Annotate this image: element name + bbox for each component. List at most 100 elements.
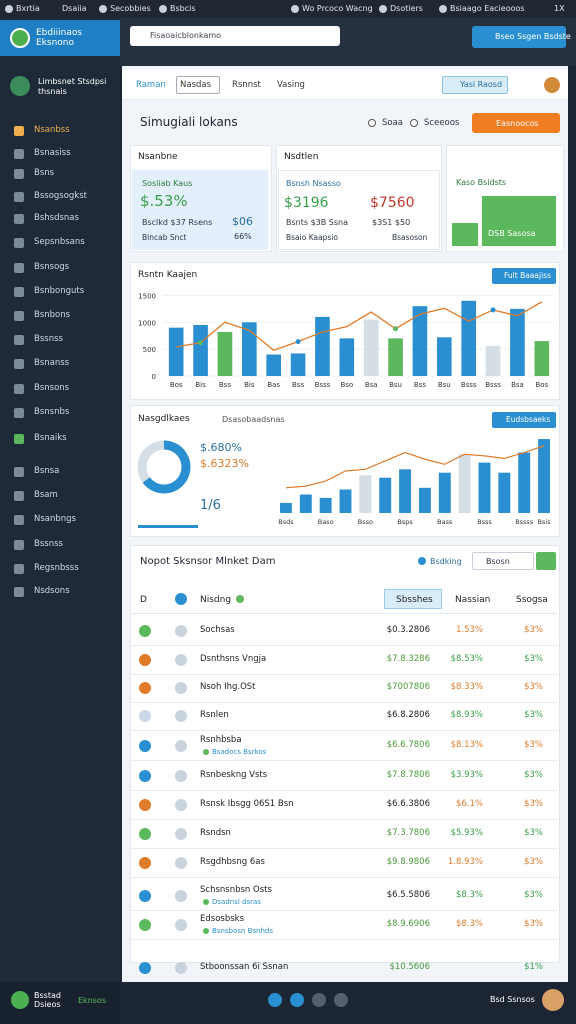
nav-button-label[interactable]: Yasi Raosd <box>460 80 503 89</box>
row-icon <box>139 625 151 637</box>
table-badge[interactable]: Bsdking <box>430 557 462 566</box>
nav-button[interactable] <box>442 76 508 94</box>
chart-button-label[interactable]: Fult Baaajiss <box>504 271 551 280</box>
row-name[interactable]: Stboonssan 6i Ssnan <box>200 962 289 972</box>
nav-tab[interactable]: Raman <box>136 80 166 90</box>
menu-item[interactable]: Bshsdsnas <box>34 213 79 223</box>
menu-item[interactable]: Bsam <box>34 490 58 500</box>
row-name[interactable]: Dsnthsns Vngja <box>200 654 267 664</box>
row-name[interactable]: Sochsas <box>200 625 235 635</box>
row-name[interactable]: Edsosbsks <box>200 914 244 924</box>
bar <box>518 452 531 513</box>
menu-item[interactable]: Bssnss <box>34 539 63 549</box>
row-sub-icon <box>203 928 209 934</box>
x-tick-label: Bsso <box>358 518 373 526</box>
chart-button-label[interactable]: Eudsbsaeks <box>506 415 551 424</box>
menu-item[interactable]: Bsnsa <box>34 466 60 476</box>
menu-item[interactable]: Bssogsogkst <box>34 191 87 201</box>
top-tab[interactable]: Bsbcis <box>170 4 196 13</box>
menu-item[interactable]: Regsnbsss <box>34 563 79 573</box>
top-tab[interactable]: 1X <box>554 4 565 13</box>
row-price: $6.8.2806 <box>386 710 430 720</box>
row-price: $0.3.2806 <box>386 625 430 635</box>
row-name[interactable]: Rsnlen <box>200 710 229 720</box>
menu-item[interactable]: Bsnsnbs <box>34 407 70 417</box>
top-tab[interactable]: Bxrtia <box>16 4 40 13</box>
card-block <box>482 196 556 246</box>
menu-item[interactable]: Bsnsons <box>34 383 70 393</box>
table-search <box>472 552 534 570</box>
donut-text: $.680% <box>200 441 242 454</box>
line-point <box>490 307 496 313</box>
row-change: $8.53% <box>450 654 483 664</box>
row-price: $7.3.7806 <box>386 828 430 838</box>
x-tick-label: Bsss <box>315 381 331 389</box>
menu-item[interactable]: Nsanbss <box>34 125 70 135</box>
bar <box>168 327 184 376</box>
nav-tab[interactable]: Rsnnst <box>232 80 261 90</box>
bar <box>339 338 355 376</box>
row-name[interactable]: Rsnsk Ibsgg 06S1 Bsn <box>200 799 294 809</box>
footer-user: Bsd Ssnsos <box>490 995 535 1004</box>
section-button[interactable] <box>472 113 560 133</box>
menu-item[interactable]: Bssnss <box>34 334 63 344</box>
menu-item[interactable]: Bsnbons <box>34 310 71 320</box>
header-button-label[interactable]: Bseo Ssgen Bsdste <box>495 32 571 41</box>
row-name[interactable]: Rsnhbsba <box>200 735 242 745</box>
top-tab[interactable]: Bsiaago Eacieooos <box>450 4 525 13</box>
row-name[interactable]: Rsndsn <box>200 828 231 838</box>
top-tab[interactable]: Dsotiers <box>390 4 423 13</box>
chart-button[interactable] <box>492 412 556 428</box>
chart-button[interactable] <box>492 268 556 284</box>
header-button[interactable] <box>472 26 566 48</box>
menu-item[interactable]: Bsnasiss <box>34 148 71 158</box>
menu-item[interactable]: Bsnaiks <box>34 433 67 443</box>
row-name[interactable]: Nsoh Ihg.OSt <box>200 682 256 692</box>
nav-tab[interactable]: Nasdas <box>180 80 212 90</box>
bar <box>299 494 312 513</box>
menu-item[interactable]: Bsnbonguts <box>34 286 85 296</box>
row-icon <box>139 828 151 840</box>
row-pct: $3% <box>524 654 543 664</box>
bottom-icon <box>312 993 326 1007</box>
nav-tab[interactable]: Vasing <box>277 80 305 90</box>
top-tab[interactable]: Wo Prcoco Wacng <box>302 4 373 13</box>
chart: 0 500 1000 1500 Bos Bis Bss Bis Bas Bss Bsss Bso Bsa… <box>138 292 554 389</box>
menu-item[interactable]: Bsnsogs <box>34 262 70 272</box>
card-title: Nsdtlen <box>284 152 319 162</box>
section-action[interactable]: Soaa <box>382 118 404 128</box>
menu-icon <box>14 311 24 321</box>
row-line <box>132 645 558 646</box>
row-line <box>132 790 558 791</box>
row-name[interactable]: Schsnsnbsn Osts <box>200 885 272 895</box>
top-tab[interactable]: Secobbies <box>110 4 151 13</box>
line <box>285 445 545 489</box>
menu-item[interactable]: Nsdsons <box>34 586 70 596</box>
bar <box>461 300 476 376</box>
bar <box>319 497 332 513</box>
search-placeholder[interactable]: Fisaoaicblonkamo <box>150 31 222 40</box>
menu-item[interactable]: Bsns <box>34 168 55 178</box>
bar <box>217 331 233 376</box>
coin-icon <box>175 919 187 931</box>
row-change: $8.3% <box>455 890 483 900</box>
top-tab[interactable]: Dsaiia <box>62 4 87 13</box>
row-name[interactable]: Rsgdhbsng 6as <box>200 857 265 867</box>
menu-icon <box>14 540 24 550</box>
table-search-btn[interactable] <box>536 552 556 570</box>
menu-item[interactable]: Sepsnbsans <box>34 237 85 247</box>
section-action[interactable]: Sceeoos <box>424 118 460 128</box>
section-button-label[interactable]: Easnoocos <box>496 119 539 128</box>
row-name[interactable]: Rsnbeskng Vsts <box>200 770 268 780</box>
card-note: Bincab Snct <box>142 233 187 242</box>
bottom-icon <box>334 993 348 1007</box>
table-header: Nisdng <box>200 595 232 605</box>
menu-item[interactable]: Bsnanss <box>34 358 70 368</box>
search-box <box>130 26 340 46</box>
menu-icon <box>14 149 24 159</box>
footer-name: Bsstad Dsieos <box>34 991 61 1009</box>
x-tick-label: Bso <box>340 381 353 389</box>
menu-item[interactable]: Nsanbngs <box>34 514 76 524</box>
table-search-label[interactable]: Bsosn <box>486 557 510 566</box>
